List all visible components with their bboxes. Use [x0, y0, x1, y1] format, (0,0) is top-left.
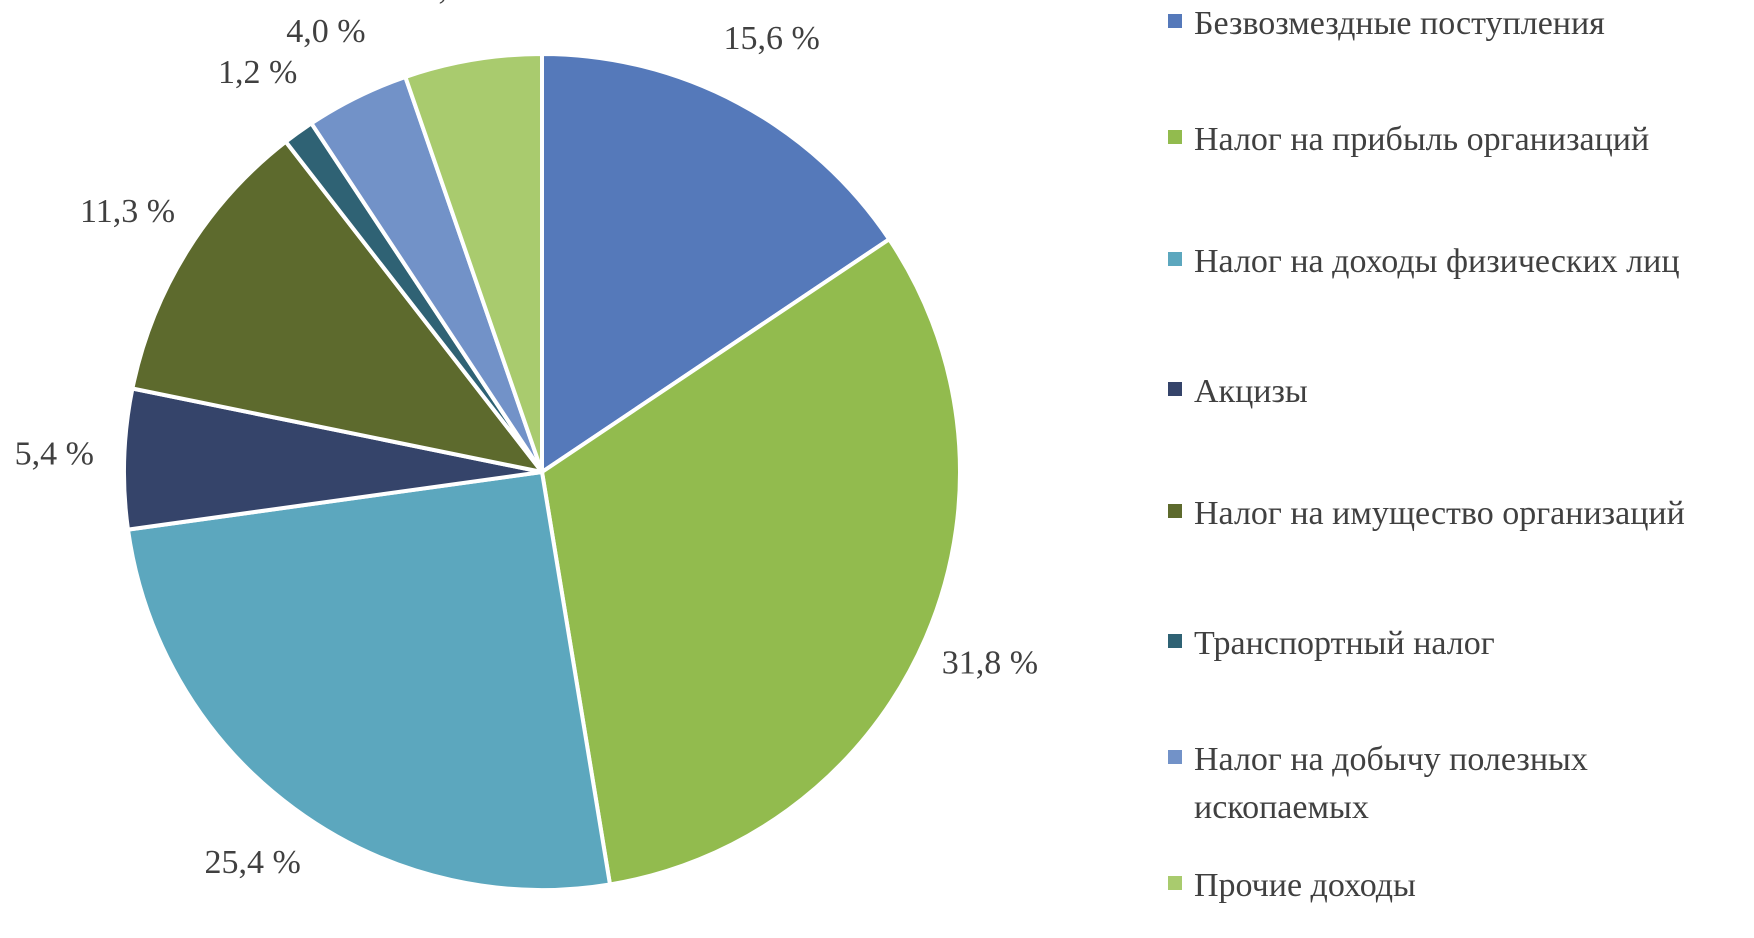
- legend-label-4: Налог на имущество организаций: [1194, 495, 1685, 532]
- pie-slice-1: [540, 237, 962, 887]
- legend-label-5: Транспортный налог: [1194, 625, 1495, 662]
- pie-slice-4: [130, 139, 544, 474]
- legend-swatch-4: [1168, 504, 1182, 518]
- slice-value-label-3: 5,4 %: [15, 435, 94, 472]
- legend-item-0: Безвозмездные поступления: [1168, 0, 1754, 48]
- legend-swatch-5: [1168, 634, 1182, 648]
- pie-slice-7: [403, 52, 544, 474]
- slice-value-label-2: 25,4 %: [205, 844, 301, 881]
- pie-slice-2: [125, 470, 612, 892]
- legend-item-5: Транспортный налог: [1168, 620, 1754, 668]
- legend-label-1: Налог на прибыль организаций: [1194, 121, 1650, 158]
- pie-chart: 15,6 % 31,8 % 25,4 % 5,4 % 11,3 % 1,2 % 4,0 % 5…: [15, 0, 1038, 892]
- legend-label-2: Налог на доходы физических лиц: [1194, 243, 1680, 280]
- legend-item-4: Налог на имущество организаций: [1168, 490, 1754, 538]
- slice-value-label-6: 4,0 %: [286, 13, 365, 50]
- legend-swatch-3: [1168, 382, 1182, 396]
- legend-label-3: Акцизы: [1194, 373, 1308, 410]
- legend-swatch-6: [1168, 750, 1182, 764]
- slice-value-label-1: 31,8 %: [942, 645, 1038, 682]
- slice-value-label-0: 15,6 %: [724, 20, 820, 57]
- legend-label-7: Прочие доходы: [1194, 867, 1416, 904]
- legend-item-1: Налог на прибыль организаций: [1168, 116, 1754, 164]
- slice-value-label-5: 1,2 %: [218, 54, 297, 91]
- legend-label-0: Безвозмездные поступления: [1194, 5, 1605, 42]
- legend-swatch-0: [1168, 14, 1182, 28]
- legend-label-6: Налог на добычу полезных ископаемых: [1194, 741, 1588, 826]
- slice-value-label-7: 5,3 %: [421, 0, 500, 7]
- legend-item-6: Налог на добычу полезных ископаемых: [1168, 736, 1754, 832]
- legend-item-2: Налог на доходы физических лиц: [1168, 238, 1754, 286]
- legend-swatch-1: [1168, 130, 1182, 144]
- legend-item-3: Акцизы: [1168, 368, 1754, 416]
- pie-slice-3: [122, 386, 544, 532]
- legend-swatch-7: [1168, 876, 1182, 890]
- pie-slice-0: [540, 52, 892, 474]
- legend-swatch-2: [1168, 252, 1182, 266]
- legend-item-7: Прочие доходы: [1168, 862, 1754, 910]
- slice-value-label-4: 11,3 %: [80, 193, 175, 230]
